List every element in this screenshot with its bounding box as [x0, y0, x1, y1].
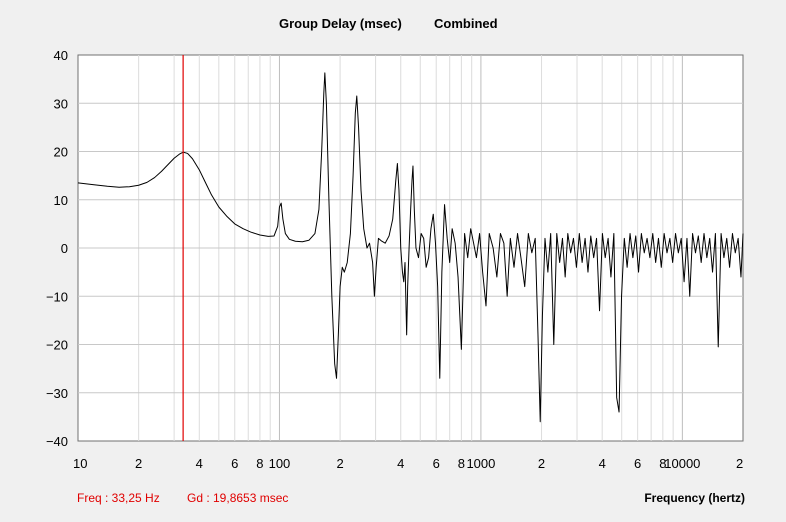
y-tick-label: 10 [54, 193, 68, 208]
x-tick-label: 6 [433, 456, 440, 471]
series-layer [77, 72, 744, 423]
x-tick-label: 2 [538, 456, 545, 471]
x-tick-label: 2 [736, 456, 743, 471]
x-tick-label: 4 [599, 456, 606, 471]
chart-subtitle: Combined [434, 16, 498, 31]
x-tick-label: 10 [73, 456, 87, 471]
x-tick-label: 8 [659, 456, 666, 471]
y-tick-label: 0 [61, 241, 68, 256]
x-tick-label: 1000 [466, 456, 495, 471]
group-delay-line [77, 72, 744, 423]
y-tick-label: −10 [46, 289, 68, 304]
y-tick-labels: 40 30 20 10 0 −10 −20 −30 −40 [46, 48, 68, 449]
x-tick-label: 6 [231, 456, 238, 471]
x-axis-label: Frequency (hertz) [644, 491, 745, 505]
freq-readout: Freq : 33,25 Hz [77, 491, 160, 505]
grid-lines [78, 55, 743, 441]
y-tick-label: −40 [46, 434, 68, 449]
x-tick-label: 2 [336, 456, 343, 471]
x-tick-label: 8 [256, 456, 263, 471]
x-tick-label: 8 [458, 456, 465, 471]
x-tick-label: 10000 [664, 456, 700, 471]
chart-title: Group Delay (msec) [279, 16, 402, 31]
y-tick-label: −30 [46, 386, 68, 401]
y-tick-label: 30 [54, 96, 68, 111]
x-tick-label: 4 [196, 456, 203, 471]
group-delay-readout: Gd : 19,8653 msec [187, 491, 288, 505]
x-tick-label: 100 [269, 456, 291, 471]
x-tick-label: 6 [634, 456, 641, 471]
x-tick-label: 2 [135, 456, 142, 471]
y-tick-label: −20 [46, 338, 68, 353]
y-tick-label: 20 [54, 145, 68, 160]
y-tick-label: 40 [54, 48, 68, 63]
x-tick-label: 4 [397, 456, 404, 471]
